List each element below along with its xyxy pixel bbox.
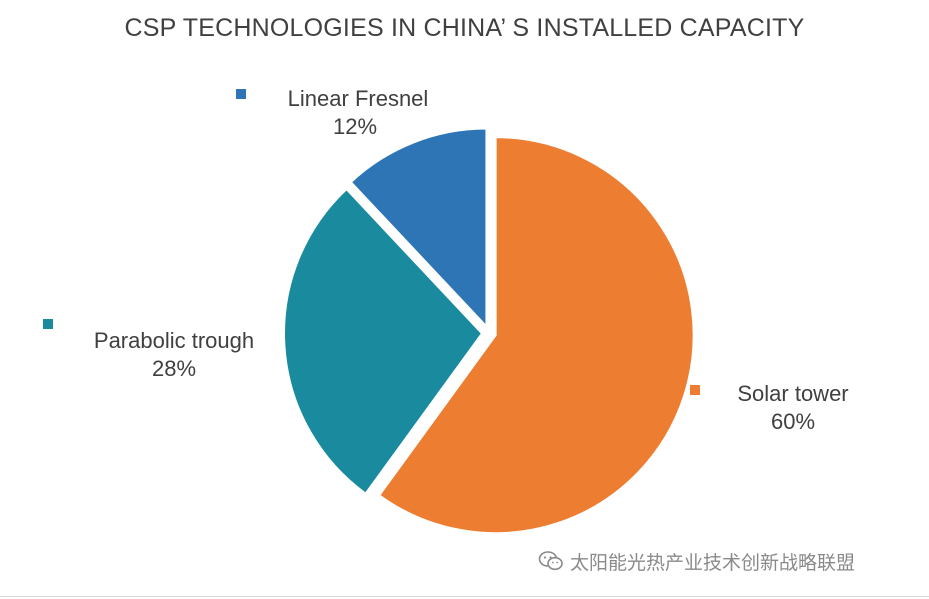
wechat-icon [538,551,563,571]
slice-label-linear-fresnel: Linear Fresnel 12% [258,85,458,141]
slice-value-parabolic-trough: 28% [151,356,197,381]
chart-title: CSP TECHNOLOGIES IN CHINA’ S INSTALLED C… [124,14,805,42]
slice-label-solar-tower: Solar tower 60% [708,380,878,436]
slice-solar-tower [377,136,695,535]
watermark: 太阳能光热产业技术创新战略联盟 [538,546,918,576]
slice-category-parabolic-trough: Parabolic trough [93,328,255,353]
slice-label-parabolic-trough: Parabolic trough 28% [74,327,274,383]
legend-swatch-linear-fresnel [236,89,246,99]
watermark-text: 太阳能光热产业技术创新战略联盟 [570,551,856,574]
slice-value-solar-tower: 60% [770,409,816,434]
divider [0,596,929,597]
slice-value-linear-fresnel: 12% [332,114,378,139]
slice-category-linear-fresnel: Linear Fresnel [287,86,429,111]
legend-swatch-parabolic-trough [43,319,53,329]
slice-category-solar-tower: Solar tower [737,381,849,406]
slice-linear-fresnel [349,127,488,330]
legend-swatch-solar-tower [690,385,700,395]
slice-parabolic-trough [283,187,484,496]
